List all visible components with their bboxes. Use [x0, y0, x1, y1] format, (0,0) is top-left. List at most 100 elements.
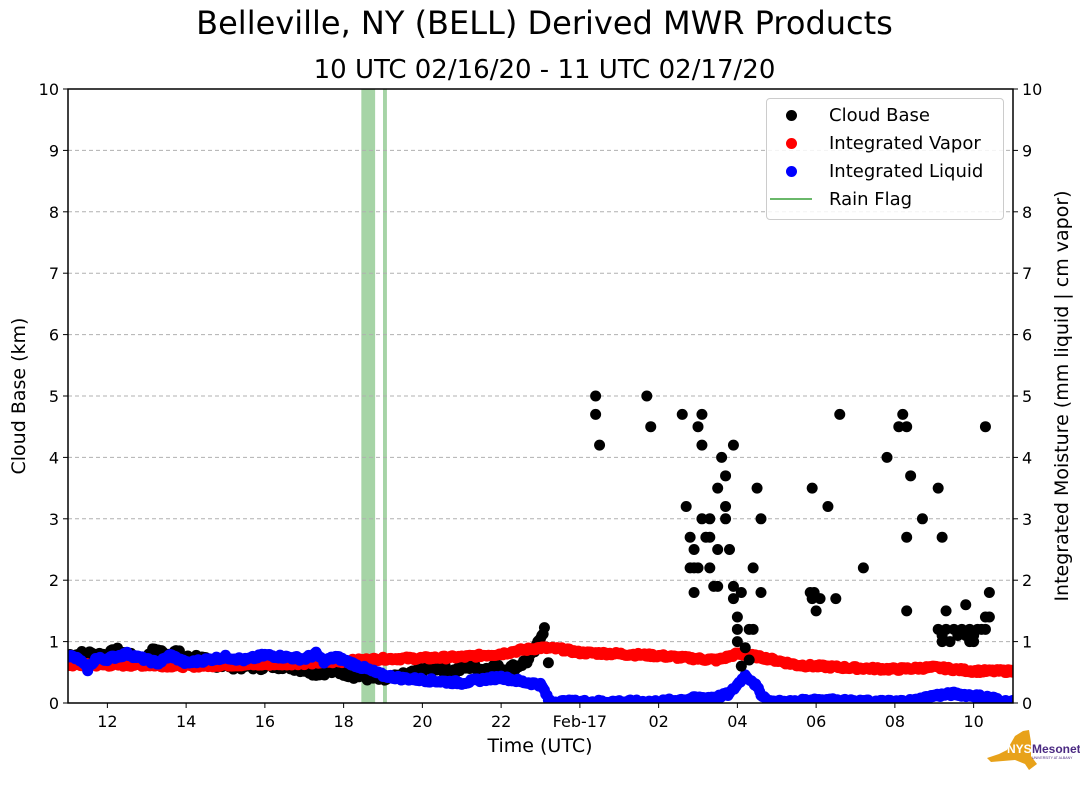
cloud-base-point: [916, 513, 928, 525]
cloud-base-point: [641, 390, 653, 402]
grid-layer: [68, 149, 1013, 643]
legend-item-integrated-vapor: Integrated Vapor: [767, 130, 981, 156]
cloud-base-point: [857, 562, 869, 574]
cloud-base-point: [590, 408, 602, 420]
cloud-base-point: [936, 636, 948, 648]
y-tick-label-left: 10: [39, 80, 59, 99]
cloud-base-point: [704, 513, 716, 525]
cloud-base-point: [834, 408, 846, 420]
legend-item-cloud-base: Cloud Base: [767, 102, 930, 128]
y-axis-label-right: Integrated Moisture (mm liquid | cm vapo…: [1051, 190, 1073, 601]
cloud-base-point: [806, 593, 818, 605]
cloud-base-point: [542, 657, 554, 669]
cloud-base-point: [893, 421, 905, 433]
cloud-base-point: [983, 586, 995, 598]
cloud-base-point: [680, 501, 692, 513]
cloud-base-point: [704, 562, 716, 574]
y-tick-label-right: 10: [1022, 80, 1042, 99]
cloud-base-point: [901, 531, 913, 543]
cloud-base-point: [720, 470, 732, 482]
x-axis-label: Time (UTC): [486, 735, 592, 757]
cloud-base-point: [968, 636, 980, 648]
y-tick-label-right: 9: [1022, 141, 1032, 160]
chart-subtitle: 10 UTC 02/16/20 - 11 UTC 02/17/20: [313, 55, 776, 85]
cloud-base-point: [696, 408, 708, 420]
x-tick-label: 22: [491, 712, 511, 731]
logo-text-university: UNIVERSITY AT ALBANY: [1032, 756, 1073, 760]
y-tick-label-left: 3: [49, 510, 59, 529]
y-tick-label-right: 6: [1022, 326, 1032, 345]
legend-marker-cloud-base: [785, 109, 797, 121]
cloud-base-point: [720, 501, 732, 513]
x-tick-label: 06: [806, 712, 826, 731]
legend-item-rain-flag: Rain Flag: [767, 186, 912, 212]
cloud-base-point: [751, 482, 763, 494]
legend: Cloud Base Integrated Vapor Integrated L…: [766, 98, 1004, 220]
cloud-base-point: [936, 531, 948, 543]
cloud-base-point: [684, 531, 696, 543]
nys-state-shape-icon: [987, 730, 1037, 770]
x-tick-label: 14: [176, 712, 196, 731]
cloud-base-point: [727, 580, 739, 592]
data-layer: [68, 390, 1013, 703]
cloud-base-point: [901, 605, 913, 617]
logo-text-mesonet: Mesonet: [1032, 742, 1080, 756]
cloud-base-point: [897, 408, 909, 420]
cloud-base-point: [696, 513, 708, 525]
legend-marker-integrated-vapor: [785, 137, 797, 149]
cloud-base-point: [755, 513, 767, 525]
x-tick-label: 20: [412, 712, 432, 731]
cloud-base-point: [538, 622, 550, 634]
cloud-base-point: [724, 544, 735, 555]
x-tick-label: 04: [727, 712, 747, 731]
cloud-base-point: [944, 636, 956, 648]
cloud-base-point: [822, 501, 834, 513]
cloud-base-point: [743, 654, 755, 666]
cloud-base-point: [727, 593, 739, 605]
cloud-base-point: [901, 421, 913, 433]
cloud-base-point: [940, 605, 952, 617]
x-tick-label: 12: [97, 712, 117, 731]
y-tick-label-left: 6: [49, 326, 59, 345]
cloud-base-point: [727, 439, 739, 451]
y-axis-label-left: Cloud Base (km): [8, 318, 30, 475]
rain-flag-band: [361, 89, 376, 703]
cloud-base-point: [704, 531, 716, 543]
cloud-base-point: [932, 482, 944, 494]
cloud-base-point: [590, 390, 602, 402]
cloud-base-point: [952, 629, 964, 641]
cloud-base-point: [720, 513, 732, 525]
y-tick-label-right: 8: [1022, 203, 1032, 222]
cloud-base-point: [979, 421, 991, 433]
cloud-base-point: [731, 636, 743, 648]
cloud-base-point: [716, 451, 728, 463]
cloud-base-point: [712, 544, 724, 555]
x-tick-label: 18: [333, 712, 353, 731]
legend-marker-integrated-liquid: [785, 165, 797, 177]
y-tick-label-right: 7: [1022, 264, 1032, 283]
legend-label: Cloud Base: [829, 104, 930, 126]
cloud-base-point: [747, 623, 759, 635]
cloud-base-point: [747, 562, 759, 574]
cloud-base-point: [696, 439, 708, 451]
cloud-base-point: [688, 544, 700, 555]
x-tick-label: Feb-17: [553, 712, 607, 731]
y-tick-label-right: 4: [1022, 448, 1032, 467]
cloud-base-point: [731, 623, 743, 635]
cloud-base-point: [806, 482, 818, 494]
cloud-base-point: [810, 605, 822, 617]
cloud-base-point: [905, 470, 917, 482]
y-tick-label-left: 1: [49, 633, 59, 652]
cloud-base-point: [735, 660, 747, 672]
cloud-base-point: [830, 593, 842, 605]
y-tick-label-left: 8: [49, 203, 59, 222]
cloud-base-point: [712, 580, 724, 592]
cloud-base-point: [881, 451, 893, 463]
y-tick-label-left: 2: [49, 571, 59, 590]
y-tick-label-right: 5: [1022, 387, 1032, 406]
legend-label: Integrated Liquid: [829, 160, 984, 182]
x-tick-label: 10: [963, 712, 983, 731]
cloud-base-point: [688, 586, 700, 598]
